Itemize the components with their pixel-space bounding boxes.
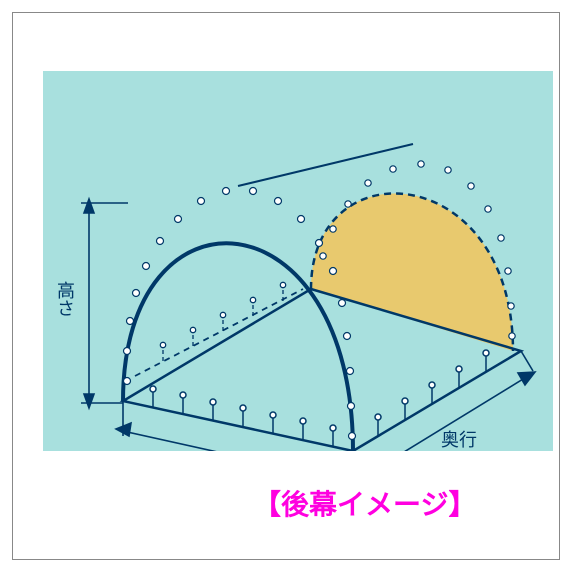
caption-text: 【後幕イメージ】 [253, 483, 476, 523]
dim-height [81, 199, 128, 408]
front-pegs [150, 386, 336, 447]
inner-pegs-dashed [160, 282, 285, 361]
back-panel [311, 193, 513, 351]
front-arch-rivets [124, 188, 356, 440]
label-depth: 奥行 [441, 430, 477, 450]
skirt-dashed-left [135, 289, 303, 376]
diagram-canvas: 高さ 間口 奥行 [43, 71, 553, 451]
image-frame: 高さ 間口 奥行 【後幕イメージ】 [12, 12, 560, 560]
label-height: 高さ [55, 281, 75, 317]
ridge-line [238, 144, 413, 186]
right-pegs [375, 350, 489, 436]
diagram-svg: 高さ 間口 奥行 [43, 71, 553, 451]
